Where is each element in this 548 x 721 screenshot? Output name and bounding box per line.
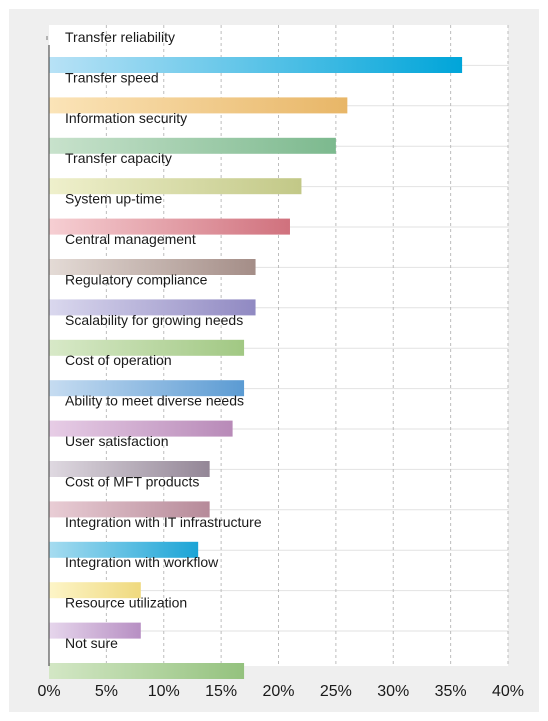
bar — [49, 380, 245, 397]
category-label: Integration with workflow — [65, 554, 219, 570]
category-label: Transfer reliability — [65, 29, 175, 45]
category-label: Central management — [65, 231, 196, 247]
x-tick-label: 20% — [262, 683, 294, 700]
bar — [49, 57, 463, 73]
bar — [49, 97, 348, 114]
bar — [49, 582, 141, 599]
category-label: System up-time — [65, 191, 162, 207]
category-label: Transfer speed — [65, 69, 159, 85]
bar — [49, 299, 256, 316]
category-label: Transfer capacity — [65, 150, 172, 166]
bar — [49, 420, 233, 437]
category-label: Regulatory compliance — [65, 271, 208, 287]
bar — [49, 137, 336, 154]
category-label: Scalability for growing needs — [65, 312, 243, 328]
category-label: Resource utilization — [65, 595, 187, 611]
x-tick-label: 10% — [148, 683, 180, 700]
x-tick-label: 15% — [205, 683, 237, 700]
category-label: Ability to meet diverse needs — [65, 393, 244, 409]
category-label: Information security — [65, 110, 187, 126]
bar — [49, 541, 199, 558]
x-tick-label: 40% — [492, 683, 524, 700]
x-tick-label: 5% — [95, 683, 118, 700]
category-label: Cost of operation — [65, 352, 172, 368]
x-tick-label: 25% — [320, 683, 352, 700]
bar — [49, 259, 256, 275]
bar — [49, 461, 210, 477]
category-label: User satisfaction — [65, 433, 168, 449]
x-tick-label: 35% — [435, 683, 467, 700]
x-tick-label: 0% — [37, 683, 60, 700]
bar-chart: Transfer reliability Transfer speed Inform… — [37, 25, 524, 700]
x-tick-label: 30% — [377, 683, 409, 700]
bar — [49, 178, 302, 195]
category-label: Cost of MFT products — [65, 473, 199, 489]
bar — [49, 501, 210, 518]
bar — [49, 622, 141, 639]
bar — [49, 218, 290, 235]
bar — [49, 663, 245, 679]
category-label: Not sure — [65, 635, 118, 651]
category-label: Integration with IT infrastructure — [65, 514, 262, 530]
bar — [49, 339, 245, 356]
chart-panel: Transfer reliability Transfer speed Inform… — [9, 9, 539, 712]
